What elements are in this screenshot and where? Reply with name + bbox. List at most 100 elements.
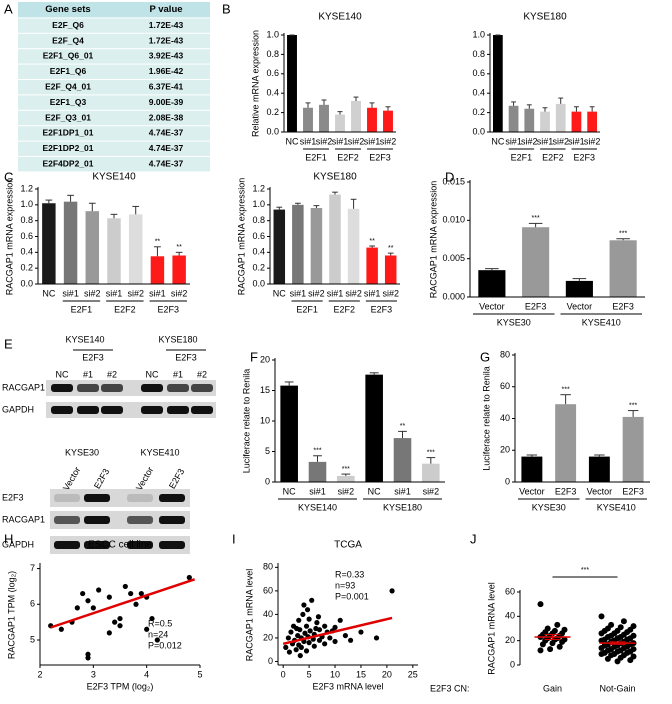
y-axis-label: Luciferace relate to Renila (481, 366, 491, 471)
table-cell: 3.92E-43 (149, 51, 184, 61)
bar (365, 374, 383, 482)
x-tick-label: 5 (307, 669, 312, 679)
point (559, 638, 566, 645)
x-tick-label: si#1 (149, 288, 166, 298)
y-tick-label: 5 (265, 446, 270, 456)
bar (555, 103, 566, 132)
table-cell: 4.74E-37 (149, 158, 184, 168)
y-tick-label: 0.005 (442, 253, 465, 263)
y-tick-label: 20 (500, 445, 510, 455)
treatment-label: E2F3 (82, 352, 104, 362)
table-cell: E2F_Q6 (52, 20, 84, 30)
point (598, 637, 605, 644)
point (337, 617, 343, 623)
x-tick-label: si#2 (584, 136, 601, 146)
group-label: E2F1 (511, 152, 533, 162)
x-tick-label: NC (283, 486, 296, 496)
group-label: E2F2 (114, 304, 136, 314)
blot-band (77, 406, 99, 414)
blot-strip (50, 536, 190, 554)
point (117, 623, 123, 629)
blot-row-label: GAPDH (2, 404, 34, 414)
point (301, 602, 307, 608)
x-tick-label: si#1 (505, 136, 522, 146)
table-cell: E2F1DP2_01 (42, 143, 93, 153)
x-tick-label: 25 (408, 669, 418, 679)
point (85, 655, 91, 661)
y-tick-label: 6 (30, 599, 35, 609)
table-row-bg (18, 49, 210, 64)
bar (555, 404, 577, 482)
y-tick-label: 0.6 (252, 231, 265, 241)
y-tick-label: 1.0 (252, 199, 265, 209)
x-tick-label: si#1 (332, 136, 349, 146)
lane-label: #2 (197, 369, 207, 379)
x-tick-label: si#2 (171, 288, 188, 298)
bar (540, 111, 550, 132)
y-tick-label: 0.0 (266, 126, 279, 136)
x-tick-label: si#1 (300, 136, 317, 146)
blot-band (84, 494, 110, 502)
table-row-bg (18, 64, 210, 79)
chart-title: ESCC cell line (88, 540, 152, 551)
table-row-bg (18, 126, 210, 141)
x-tick-label: 10 (330, 669, 340, 679)
group-label: E2F3 (158, 304, 180, 314)
y-tick-label: 0.8 (472, 49, 485, 59)
table-cell: E2F_Q4 (52, 35, 84, 45)
point (300, 611, 306, 618)
point (96, 587, 102, 593)
point (598, 613, 605, 620)
table-row-bg (18, 33, 210, 49)
significance: *** (532, 215, 540, 222)
bar (393, 438, 412, 482)
blot-row-label: RACGAP1 (2, 382, 45, 392)
point (133, 601, 139, 607)
table-row-bg (18, 157, 210, 172)
blot-band (101, 406, 123, 414)
bar (347, 208, 360, 284)
x-axis-label: E2F3 TPM (log₂) (87, 681, 154, 691)
table-cell: E2F1_Q6 (50, 66, 87, 76)
group-label: E2F2 (337, 152, 359, 162)
x-tick-label: si#2 (84, 288, 101, 298)
table-cell: 1.72E-43 (149, 20, 184, 30)
y-tick-label: 0.0 (472, 126, 485, 136)
y-tick-label: 0.2 (252, 263, 265, 273)
y-tick-label: 0.000 (442, 291, 465, 301)
blot-row-label: RACGAP1 (2, 514, 45, 524)
annotation: P=0.012 (148, 640, 182, 650)
group-label: E2F1 (296, 304, 318, 314)
x-tick-label: si#2 (521, 136, 538, 146)
group-label: E2F3 (371, 304, 393, 314)
y-tick-label: 0 (505, 476, 510, 486)
x-tick-label: E2F3 (622, 486, 644, 496)
bar (478, 270, 506, 297)
point (293, 647, 299, 653)
group-label: KYSE180 (383, 502, 422, 512)
bar (280, 385, 298, 482)
x-tick-label: NC (273, 288, 286, 298)
point (539, 641, 546, 648)
table-row-bg (18, 80, 210, 95)
point (309, 597, 315, 603)
bar (384, 255, 397, 284)
x-tick-label: Vector (519, 486, 545, 496)
lane-label: NC (146, 369, 159, 379)
lane-label: E2F3 (92, 467, 111, 491)
annotation: R=0.5 (148, 618, 172, 628)
significance: *** (313, 448, 321, 455)
x-axis-label: E2F3 CN: (430, 683, 470, 693)
bar (521, 456, 543, 482)
y-axis-label: RACGAP1 mRNA level (244, 569, 254, 662)
y-tick-label: 0.2 (20, 263, 33, 273)
lane-label: #1 (173, 369, 183, 379)
point (80, 590, 86, 597)
table-header-bg (18, 2, 210, 18)
table-header: Gene sets (45, 4, 90, 15)
point (297, 652, 303, 659)
y-tick-label: 0.6 (20, 231, 33, 241)
panel-label: G (480, 349, 490, 364)
table-cell: 1.72E-43 (149, 35, 184, 45)
